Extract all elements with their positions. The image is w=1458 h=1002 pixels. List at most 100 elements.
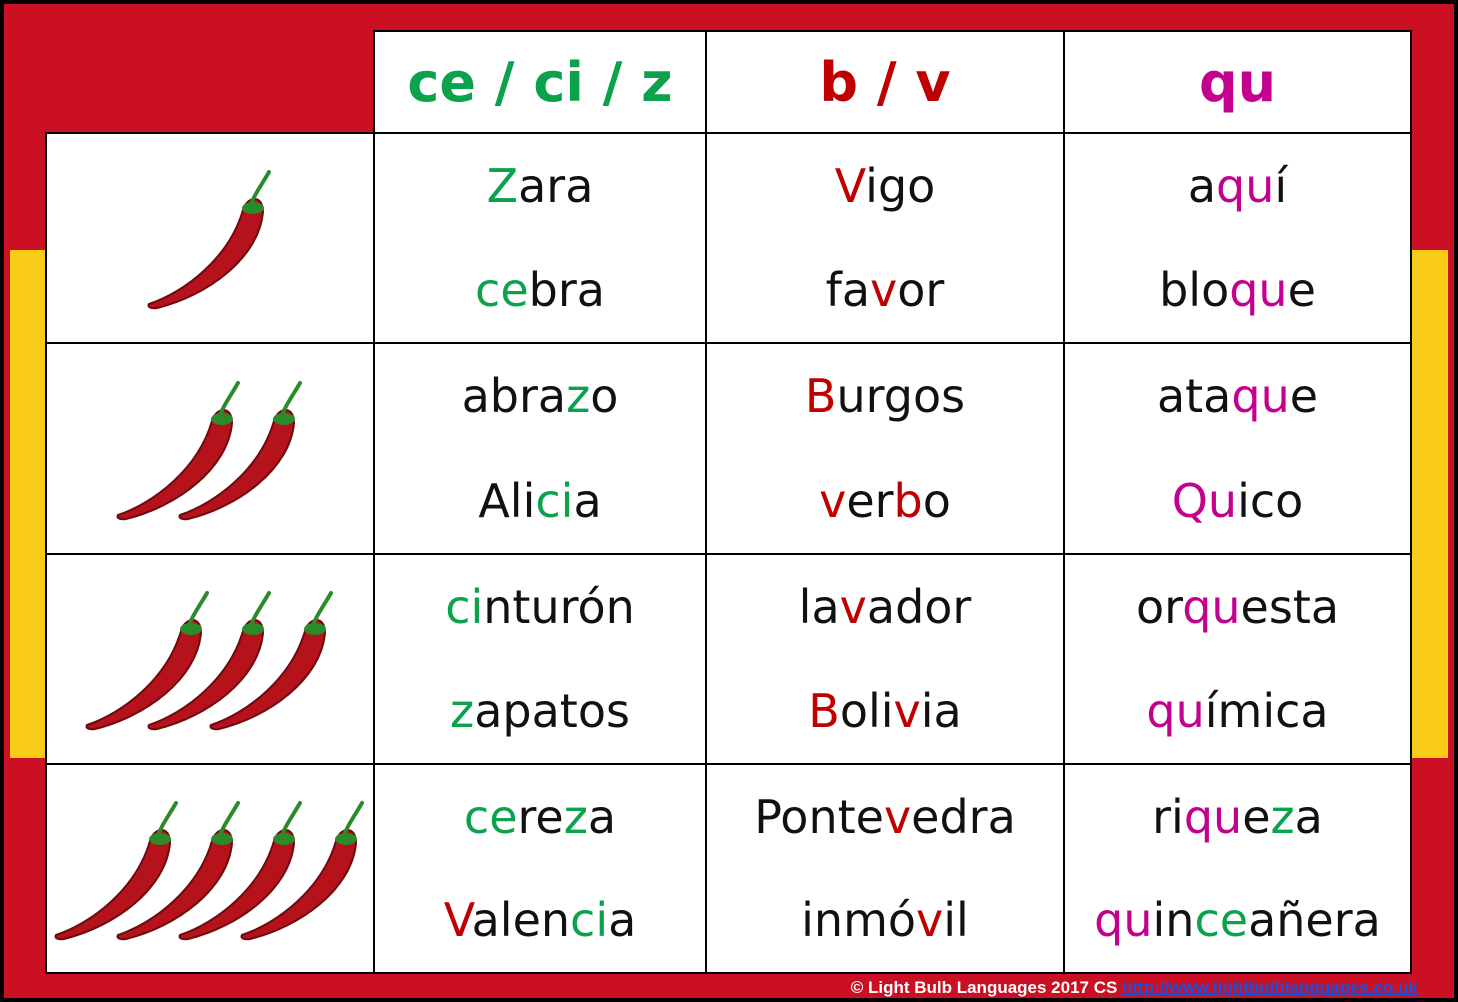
header-cell: ce / ci / z [373,30,707,134]
letter-group: fa [825,263,871,317]
word: aquí [1188,159,1287,213]
word: quinceañera [1094,893,1381,947]
letter-group: z [1270,789,1295,844]
letter-group: il [943,893,969,948]
letter-group: v [893,684,921,738]
letter-group: urgos [836,369,966,424]
word-cell: Pontevedra inmóvil [705,763,1065,974]
word-cell: Zara cebra [373,132,707,344]
header-text: b / v [819,51,950,114]
letter-group: v [883,789,912,844]
chilli-rating [53,800,364,941]
letter-group: qu [1183,789,1243,844]
letter-group: Z [486,159,519,213]
letter-group: Ponte [754,789,884,844]
word-cell: orquesta química [1063,553,1412,765]
word-cell: cereza Valencia [373,763,707,974]
chilli-rating [115,380,302,521]
letter-group: ci [535,473,574,528]
word-cell: riqueza quinceañera [1063,763,1412,974]
letter-group: V [443,893,472,948]
letter-group: la [798,580,840,634]
letter-group: B [804,369,837,424]
website-link[interactable]: http://www.lightbulblanguages.co.uk [1122,978,1418,997]
letter-group: a [608,893,637,948]
word-cell: Burgos verbo [705,342,1065,555]
word: verbo [819,474,951,528]
letter-group: blo [1159,263,1230,317]
letter-group: nturón [483,580,635,634]
word: química [1146,684,1328,738]
word: abrazo [462,369,619,423]
letter-group: b [893,473,923,528]
copyright: © Light Bulb Languages 2017 CS [850,978,1118,997]
chilli-rating [84,591,333,732]
flag-band [10,250,46,758]
letter-group: in [1152,893,1195,948]
word: inmóvil [801,893,969,947]
header-cell: b / v [705,30,1065,134]
letter-group: a [1294,789,1323,844]
letter-group: qu [1229,263,1288,317]
letter-group: esta [1240,580,1340,634]
letter-group: ci [445,580,484,634]
letter-group: qu [1198,50,1277,114]
chilli [146,170,271,311]
difficulty-cell [45,132,375,344]
letter-group: or [1135,580,1183,634]
letter-group: ia [920,684,962,738]
word: cebra [475,263,605,317]
word-cell: cinturón zapatos [373,553,707,765]
letter-group: ara [518,159,594,213]
letter-group: bra [528,263,605,317]
difficulty-cell [45,763,375,974]
word-cell: Vigo favor [705,132,1065,344]
word: Pontevedra [754,790,1016,844]
word: Quico [1172,474,1304,528]
letter-group: edra [911,789,1016,844]
letter-group: qu [1216,159,1275,213]
letter-group: inmó [801,893,917,948]
word: orquesta [1136,580,1339,634]
letter-group: añera [1248,893,1381,948]
word: favor [826,263,945,317]
letter-group: qu [1231,369,1290,424]
letter-group: alen [471,893,571,948]
word: riqueza [1152,790,1323,844]
letter-group: ce [463,789,518,844]
word: Bolivia [808,684,961,738]
difficulty-cell [45,553,375,765]
letter-group: qu [1146,684,1205,738]
letter-group: Ali [478,473,536,528]
letter-group: er [846,473,894,528]
footer: © Light Bulb Languages 2017 CS http://ww… [851,978,1418,998]
letter-group: b / v [819,50,951,114]
letter-group: a [573,473,602,528]
word: Burgos [805,369,965,423]
word-cell: aquí bloque [1063,132,1412,344]
word: Alicia [478,474,601,528]
letter-group: ci [570,893,609,948]
word: cinturón [445,580,635,634]
word: bloque [1159,263,1316,317]
word: Zara [487,159,594,213]
letter-group: o [922,473,951,528]
letter-group: ico [1237,473,1304,528]
letter-group: re [517,789,564,844]
letter-group: qu [1182,580,1241,634]
word: Valencia [444,893,637,947]
letter-group: ata [1156,369,1232,424]
letter-group: or [897,263,945,317]
word: Vigo [835,159,936,213]
letter-group: V [834,159,866,213]
header-text: qu [1199,51,1276,114]
letter-group: e [1287,263,1316,317]
flag-band [1412,250,1448,758]
word: ataque [1157,369,1318,423]
word-cell: ataque Quico [1063,342,1412,555]
word: lavador [799,580,972,634]
difficulty-cell [45,342,375,555]
header-cell: qu [1063,30,1412,134]
letter-group: z [563,789,588,844]
chilli-rating [146,170,271,311]
